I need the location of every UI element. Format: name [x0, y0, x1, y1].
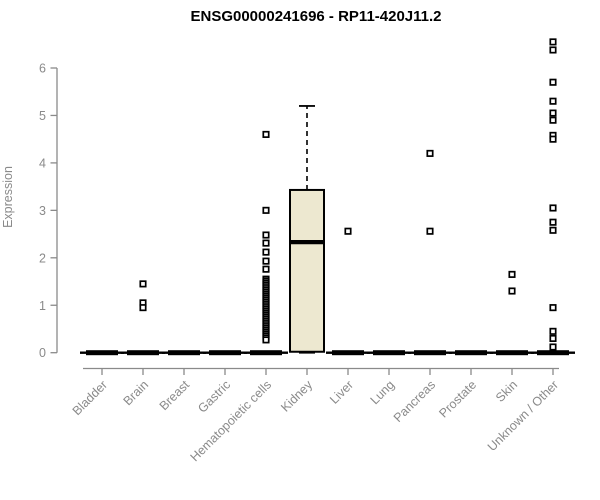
- x-tick-label: Brain: [121, 378, 152, 409]
- y-tick-label: 4: [39, 156, 46, 170]
- x-tick-label: Unknown / Other: [485, 378, 561, 454]
- x-tick-label: Skin: [493, 378, 520, 405]
- median-bar: [455, 350, 487, 356]
- outlier-point: [549, 218, 557, 226]
- outlier-point: [549, 97, 557, 105]
- outlier-point: [549, 38, 557, 46]
- outlier-point: [508, 270, 516, 278]
- x-tick-label: Lung: [368, 378, 398, 408]
- whisker-cap-low: [408, 351, 414, 354]
- outlier-point: [262, 239, 270, 247]
- boxplot-marks-layer: [80, 38, 575, 356]
- median-bar: [127, 350, 159, 356]
- whisker-cap-low: [121, 351, 127, 354]
- outlier-point: [139, 304, 147, 312]
- whisker-cap-low: [203, 351, 209, 354]
- median-bar: [86, 350, 118, 356]
- box-hematopoietic-cells: [244, 130, 288, 356]
- outlier-point: [549, 109, 557, 117]
- outlier-point: [549, 226, 557, 234]
- outlier-point: [426, 149, 434, 157]
- x-tick-label: Prostate: [436, 378, 479, 421]
- outlier-point: [549, 116, 557, 124]
- box-bladder: [80, 350, 124, 356]
- median-bar: [373, 350, 405, 356]
- y-tick-label: 0: [39, 346, 46, 360]
- box-kidney: [289, 105, 325, 354]
- box-gastric: [203, 350, 247, 356]
- box-liver: [326, 227, 370, 356]
- x-tick-label: Kidney: [278, 377, 315, 414]
- whisker-cap-low: [244, 351, 250, 354]
- outlier-point: [549, 334, 557, 343]
- outlier-point: [139, 280, 147, 288]
- box-lung: [367, 350, 411, 356]
- whisker-cap-low: [449, 351, 455, 354]
- median-bar: [414, 350, 446, 356]
- outlier-point: [262, 336, 270, 344]
- whisker-cap-low: [162, 351, 168, 354]
- y-tick-label: 6: [39, 62, 46, 76]
- outlier-point: [262, 130, 270, 138]
- median-bar: [250, 350, 282, 356]
- outlier-point: [549, 78, 557, 86]
- outlier-point: [508, 287, 516, 295]
- whisker-cap-low: [367, 351, 373, 354]
- box-unknown-other: [531, 38, 575, 356]
- outlier-point: [262, 265, 270, 273]
- box-skin: [490, 270, 534, 356]
- outlier-point: [262, 206, 270, 214]
- whisker-cap-low: [490, 351, 496, 354]
- outlier-point: [549, 135, 557, 143]
- whisker-cap-low: [531, 351, 537, 354]
- y-tick-label: 1: [39, 299, 46, 313]
- median-bar: [168, 350, 200, 356]
- box-prostate: [449, 350, 493, 356]
- whisker-cap-high: [282, 351, 288, 354]
- outlier-point: [262, 231, 270, 239]
- y-tick-label: 2: [39, 251, 46, 265]
- median-bar: [537, 350, 569, 356]
- y-axis-label: Expression: [1, 166, 15, 228]
- box-body: [289, 188, 325, 353]
- x-tick-label: Pancreas: [391, 378, 438, 425]
- outlier-point: [549, 327, 557, 335]
- whisker-cap-high: [569, 351, 575, 354]
- median-bar: [496, 350, 528, 356]
- box-brain: [121, 280, 165, 356]
- whisker-cap-low: [80, 351, 86, 354]
- chart-title: ENSG00000241696 - RP11-420J11.2: [190, 8, 441, 25]
- outlier-point: [344, 227, 352, 235]
- outlier-point: [549, 204, 557, 212]
- outlier-point: [549, 343, 557, 351]
- x-tick-label: Hematopoietic cells: [188, 378, 275, 465]
- outlier-point: [549, 304, 557, 312]
- outlier-point: [426, 227, 434, 235]
- box-pancreas: [408, 149, 452, 356]
- box-breast: [162, 350, 206, 356]
- x-tick-label: Liver: [327, 378, 356, 407]
- outlier-point: [262, 257, 270, 265]
- outlier-point: [262, 248, 270, 256]
- median-bar: [332, 350, 364, 356]
- x-tick-label: Bladder: [70, 378, 110, 418]
- outlier-point: [549, 46, 557, 54]
- median-bar: [209, 350, 241, 356]
- y-tick-label: 3: [39, 204, 46, 218]
- whisker-cap-low: [326, 351, 332, 354]
- x-tick-label: Breast: [157, 377, 193, 413]
- y-tick-label: 5: [39, 109, 46, 123]
- x-tick-label: Gastric: [195, 378, 233, 416]
